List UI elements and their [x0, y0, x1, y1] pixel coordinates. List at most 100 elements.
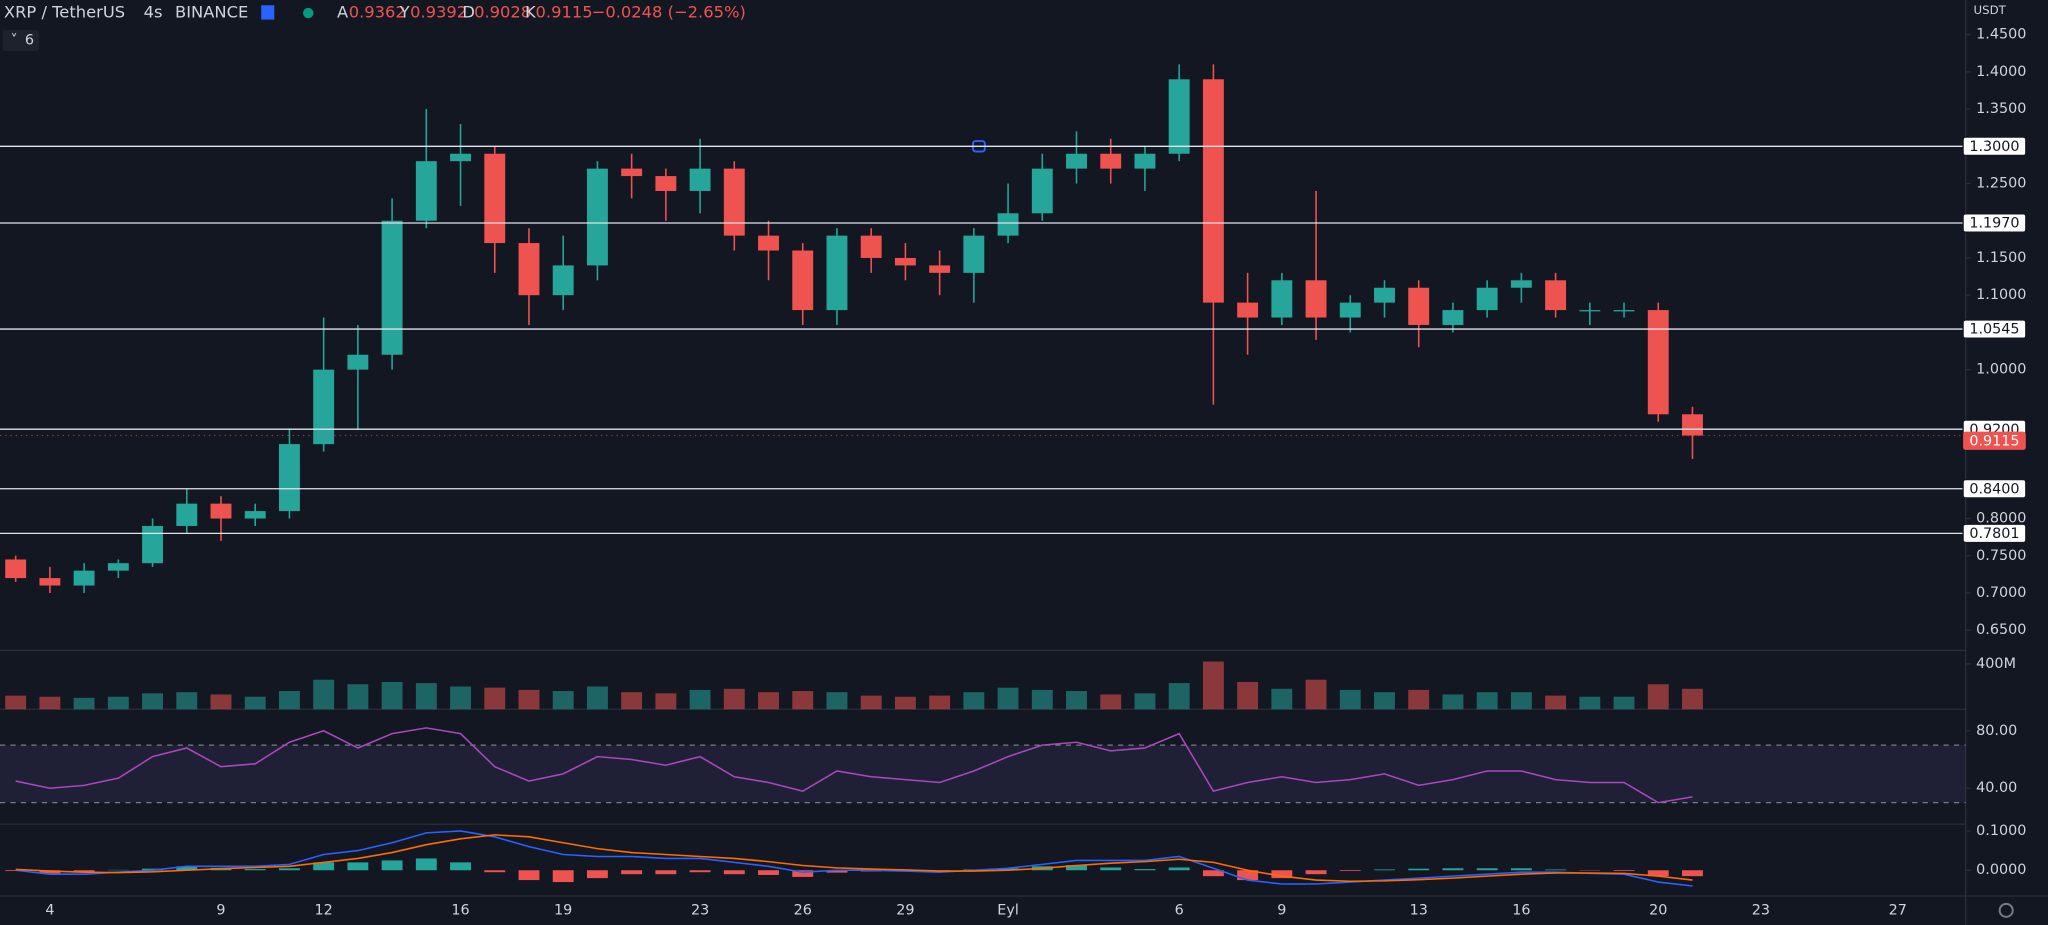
y-tick-label: 0.6500 — [1976, 622, 2026, 638]
volume-bar — [963, 692, 985, 710]
volume-bar — [415, 683, 437, 710]
macd-histogram-bar — [655, 870, 677, 875]
x-tick-label: 9 — [1277, 902, 1286, 918]
level-label: 1.1970 — [1969, 216, 2019, 232]
volume-bar — [1510, 692, 1532, 710]
candle-body — [1510, 280, 1532, 288]
candle-body — [552, 265, 574, 296]
macd-histogram-bar — [1408, 868, 1430, 871]
high-label: Y — [399, 3, 410, 22]
y-tick-label: 0.1000 — [1976, 823, 2026, 839]
last-price-box — [1963, 431, 2026, 450]
level-label-box — [1962, 319, 2027, 339]
y-tick-label: 1.3500 — [1976, 101, 2026, 117]
volume-bar — [552, 691, 574, 710]
candle-body — [518, 243, 540, 296]
low-value: 0.9028 — [474, 3, 531, 22]
volume-bar — [1237, 681, 1259, 710]
candle-body — [142, 525, 164, 564]
exchange: BINANCE — [175, 3, 248, 22]
macd-histogram-bar — [278, 868, 300, 871]
y-tick-label: 0.8000 — [1976, 511, 2026, 527]
macd-histogram-bar — [621, 870, 643, 875]
indicator-toggle[interactable] — [2, 30, 40, 51]
candle-body — [1237, 302, 1259, 318]
last-price-label: 0.9115 — [1969, 433, 2019, 449]
candle-body — [1202, 79, 1224, 303]
candle-body — [450, 153, 471, 162]
candle-body — [1168, 79, 1190, 154]
candle-body — [347, 354, 369, 370]
volume-bar — [929, 695, 951, 710]
candle-body — [39, 578, 61, 586]
volume-bar — [1168, 683, 1190, 710]
volume-bar — [1031, 689, 1053, 710]
close-value: 0.9115 — [536, 3, 593, 22]
candle-body — [689, 168, 711, 191]
candle-body — [1442, 310, 1464, 325]
interval: 4s — [144, 3, 163, 22]
volume-bar — [1647, 684, 1669, 710]
settings-icon[interactable] — [1998, 902, 2014, 918]
volume-bar — [997, 687, 1019, 710]
macd-histogram-bar — [415, 858, 437, 871]
y-tick-label: 0.7500 — [1976, 548, 2026, 564]
y-tick-label: 0.7000 — [1976, 585, 2026, 601]
x-tick-label: 12 — [315, 902, 333, 918]
macd-histogram-bar — [792, 870, 814, 877]
volume-bar — [210, 694, 232, 710]
volume-bar — [1271, 688, 1293, 710]
x-tick-label: 23 — [1752, 902, 1770, 918]
candle-body — [1647, 310, 1669, 415]
volume-bar — [758, 692, 779, 710]
macd-histogram-bar — [826, 870, 848, 873]
level-label: 0.8400 — [1969, 481, 2019, 497]
y-tick-label: 1.2500 — [1976, 176, 2026, 192]
volume-bar — [1339, 689, 1361, 710]
candle-body — [484, 153, 506, 244]
volume-bar — [894, 696, 916, 710]
volume-bar — [1476, 692, 1498, 710]
candle-body — [1476, 287, 1498, 311]
volume-bar — [484, 687, 506, 710]
flag-icon[interactable] — [261, 5, 275, 20]
macd-histogram-bar — [39, 870, 61, 874]
macd-histogram-bar — [1168, 867, 1190, 871]
candle-body — [792, 250, 814, 311]
x-tick-label: 29 — [896, 902, 914, 918]
macd-histogram-bar — [347, 862, 369, 871]
x-tick-label: 23 — [691, 902, 709, 918]
volume-bar — [1202, 661, 1224, 710]
x-tick-label: 20 — [1649, 902, 1667, 918]
y-tick-label: 40.00 — [1976, 780, 2017, 796]
y-tick-label: 1.4000 — [1976, 64, 2026, 80]
candle-body — [1100, 153, 1122, 169]
macd-histogram-bar — [1613, 870, 1635, 872]
volume-bar — [860, 695, 882, 710]
candle-body — [997, 213, 1019, 236]
change: −0.0248 (−2.65%) — [592, 3, 746, 22]
candle-body — [73, 570, 95, 586]
macd-histogram-bar — [1271, 870, 1293, 879]
volume-bar — [586, 686, 608, 710]
level-label-box — [1962, 523, 2027, 544]
level-label-box — [1962, 478, 2027, 499]
volume-bar — [5, 695, 27, 710]
level-label-box — [1962, 136, 2027, 157]
volume-bar — [1100, 694, 1122, 710]
macd-histogram-bar — [1237, 870, 1259, 881]
currency-unit: USDT — [1974, 3, 2007, 17]
volume-bar — [1613, 696, 1635, 710]
macd-histogram-bar — [244, 869, 266, 871]
volume-bar — [723, 688, 745, 710]
volume-bar — [313, 679, 335, 710]
open-label: A — [337, 3, 349, 22]
macd-histogram-bar — [313, 862, 335, 871]
volume-bar — [39, 696, 61, 710]
y-tick-label: 1.4500 — [1976, 27, 2026, 43]
candle-body — [723, 168, 745, 236]
volume-bar — [347, 684, 369, 710]
candle-body — [586, 168, 608, 266]
